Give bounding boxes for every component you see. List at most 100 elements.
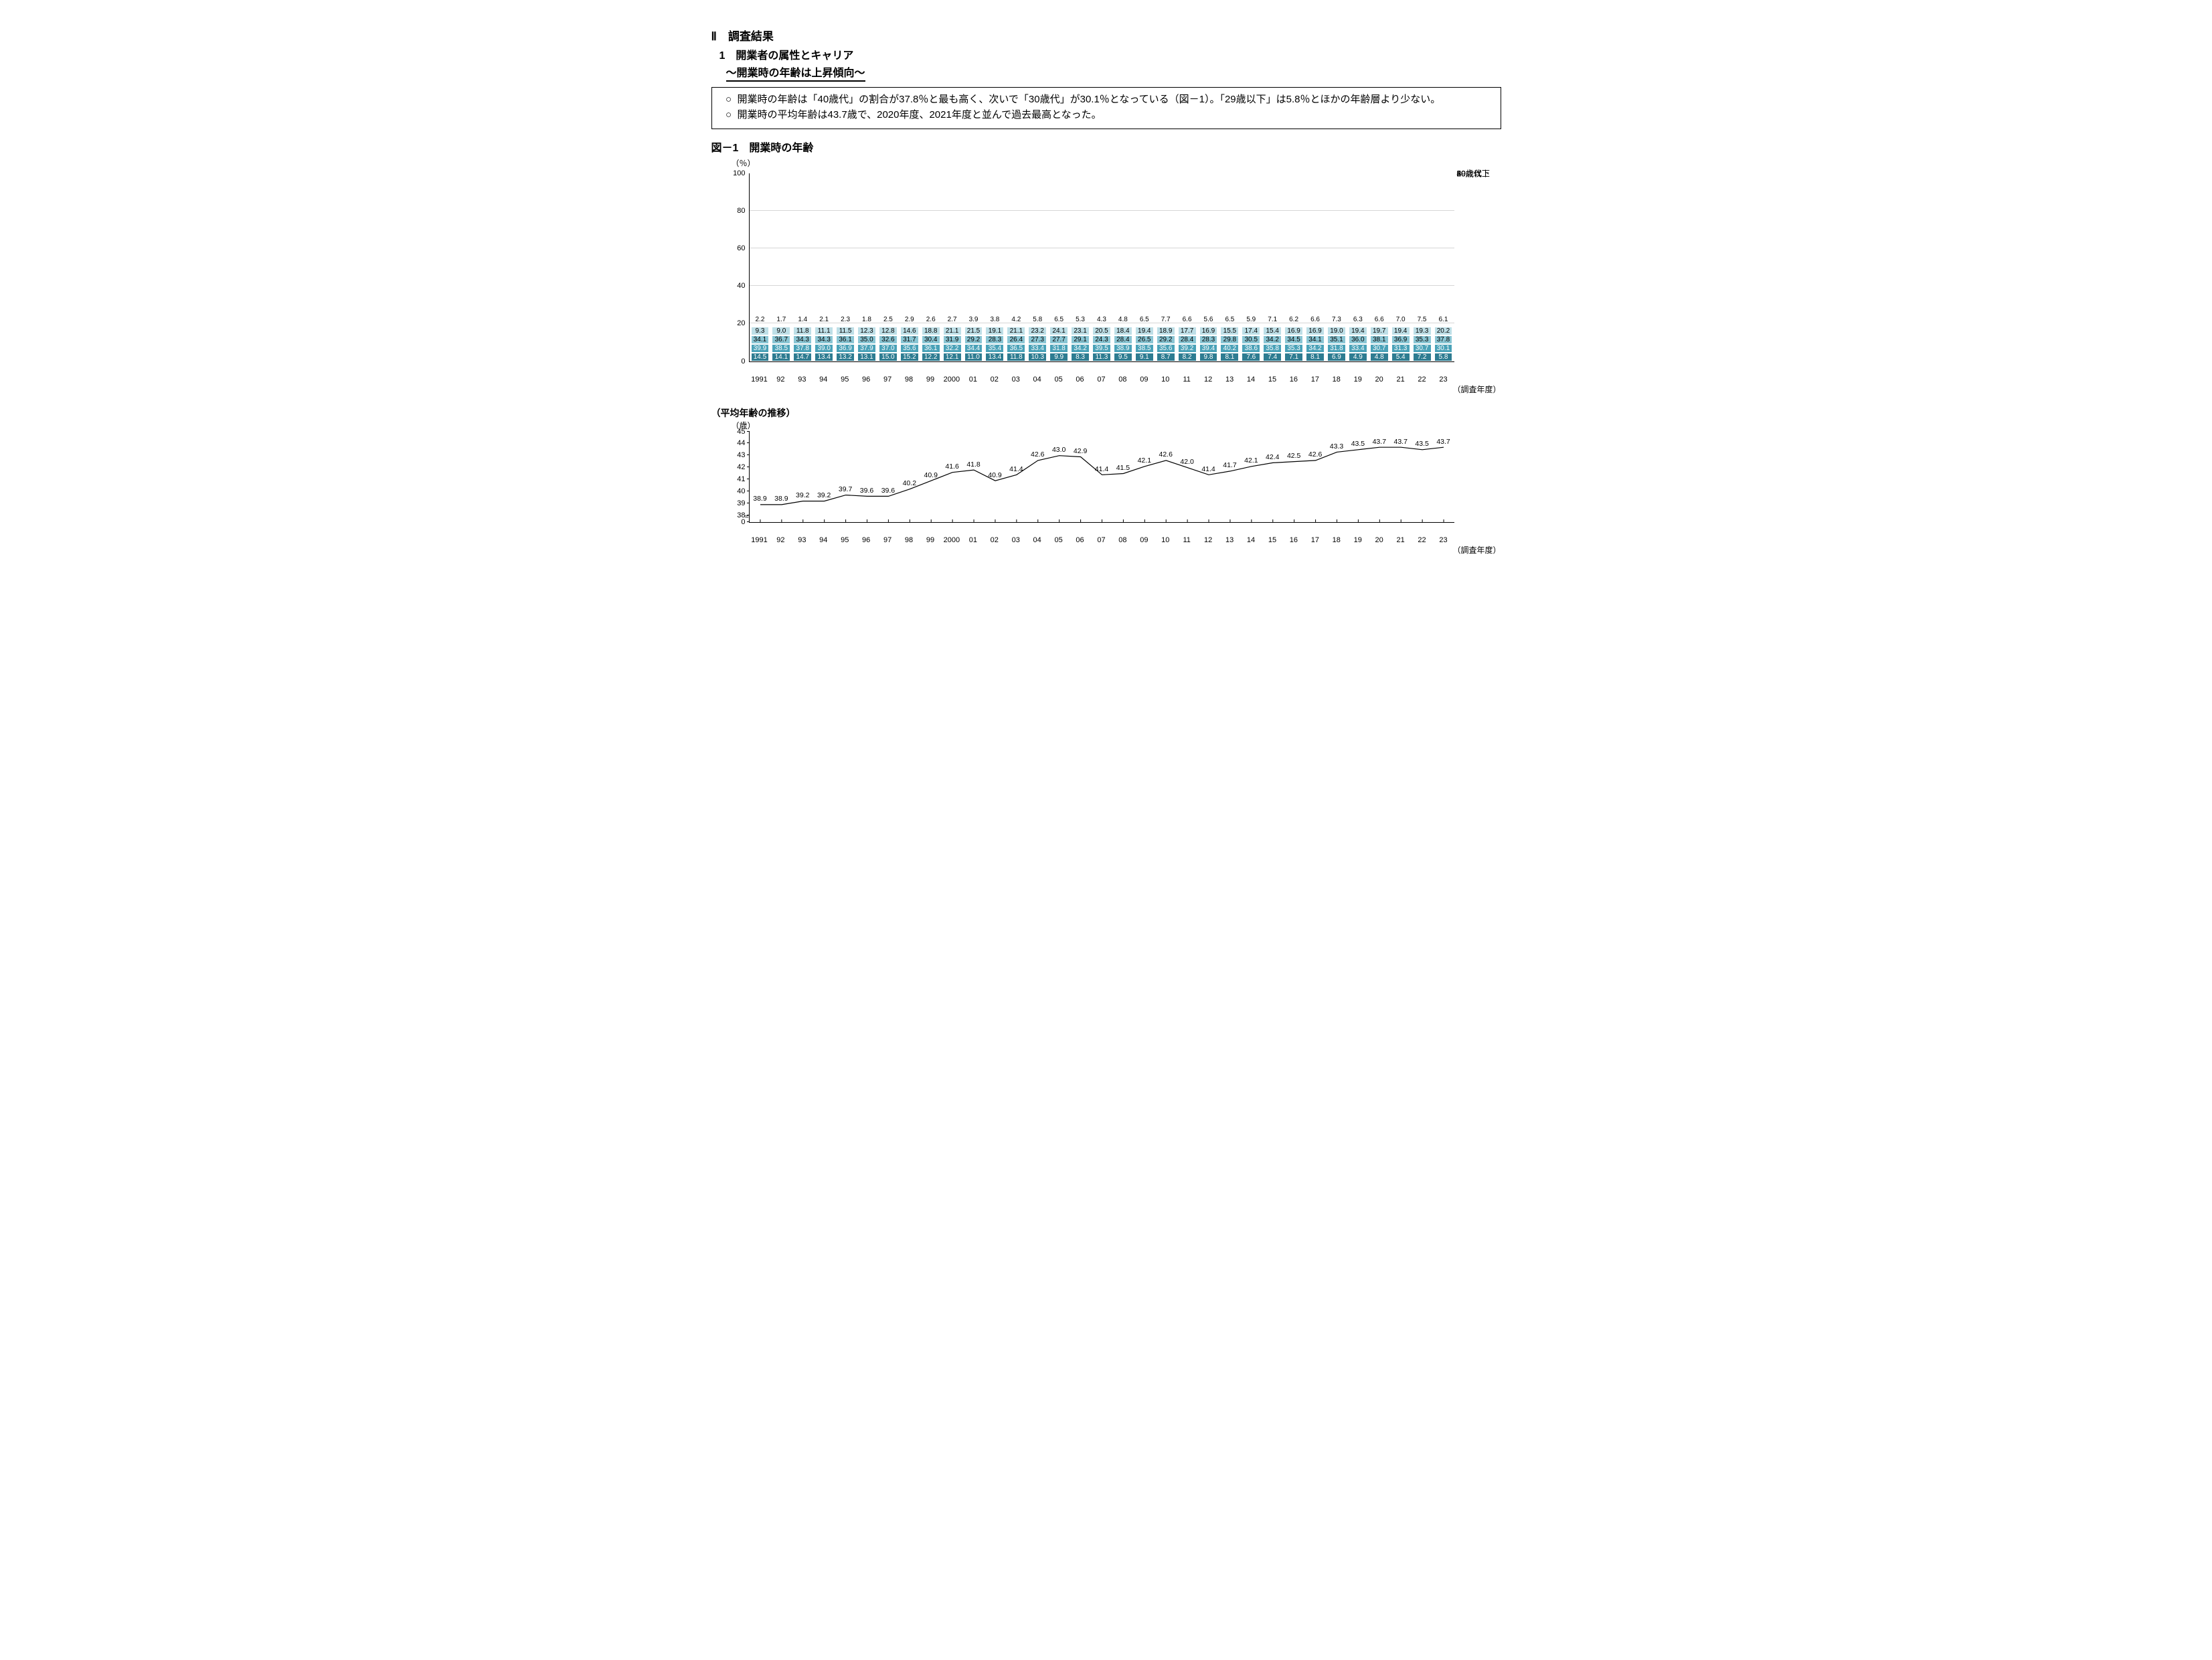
x-tick: 20 xyxy=(1369,376,1390,384)
y-tick: 40 xyxy=(737,282,749,290)
bar-segment: 36.9 xyxy=(1391,335,1410,344)
bar-value-label: 4.3 xyxy=(1092,316,1111,323)
bar-segment: 16.9 xyxy=(1199,327,1218,335)
bar-value-label: 7.7 xyxy=(1157,316,1175,323)
x-tick: 15 xyxy=(1262,376,1283,384)
y-tick: 40 xyxy=(737,487,749,495)
x-tick: 12 xyxy=(1197,536,1219,544)
bar-value-label: 6.2 xyxy=(1284,316,1303,323)
bar-segment: 23.2 xyxy=(1028,327,1047,335)
bar-value-label: 6.6 xyxy=(1306,316,1325,323)
x-tick: 98 xyxy=(898,376,920,384)
bar-segment xyxy=(900,325,919,327)
bar-value-label: 38.1 xyxy=(1373,336,1385,343)
bar-segment xyxy=(1434,325,1453,327)
bar-value-label: 11.3 xyxy=(1096,353,1108,361)
bar-segment: 36.0 xyxy=(1349,335,1367,344)
x-tick: 99 xyxy=(920,376,941,384)
bar-value-label: 2.2 xyxy=(751,316,770,323)
bar-segment: 37.9 xyxy=(857,344,876,353)
x-tick: 99 xyxy=(920,536,941,544)
subheading-2: ～開業時の年齢は上昇傾向～ xyxy=(726,64,865,82)
bar-segment xyxy=(1263,325,1282,327)
x-tick: 09 xyxy=(1133,376,1155,384)
bar-value-label: 38.6 xyxy=(1245,345,1258,352)
bar-value-label: 3.8 xyxy=(985,316,1004,323)
bar-segment: 39.5 xyxy=(1092,344,1111,353)
bar-segment: 11.8 xyxy=(793,327,812,335)
bar-value-label: 31.8 xyxy=(1052,345,1065,352)
bar-value-label: 13.4 xyxy=(817,353,830,361)
point-label: 41.4 xyxy=(1201,465,1215,473)
summary-line-2: 開業時の平均年齢は43.7歳で、2020年度、2021年度と並んで過去最高となっ… xyxy=(738,107,1102,122)
bar-segment: 18.4 xyxy=(1114,327,1132,335)
bar-segment: 19.4 xyxy=(1391,327,1410,335)
figure-title: 図－1 開業時の年齢 xyxy=(711,139,1501,155)
bar-segment xyxy=(879,325,898,327)
bar-column: 15.235.631.714.62.9 xyxy=(900,325,919,361)
bar-segment: 30.5 xyxy=(1242,335,1260,344)
bar-column: 14.138.536.79.01.7 xyxy=(772,325,790,361)
bar-segment: 20.2 xyxy=(1434,327,1453,335)
bar-column: 7.435.834.215.47.1 xyxy=(1263,325,1282,361)
bar-segment: 18.8 xyxy=(922,327,940,335)
bar-segment: 34.3 xyxy=(815,335,833,344)
bar-column: 13.435.428.319.13.8 xyxy=(985,325,1004,361)
bar-segment xyxy=(836,325,855,327)
bar-segment: 31.7 xyxy=(900,335,919,344)
bar-value-label: 2.6 xyxy=(922,316,940,323)
point-label: 42.6 xyxy=(1308,450,1322,459)
bar-column: 8.134.234.116.96.6 xyxy=(1306,325,1325,361)
y-tick: 20 xyxy=(737,319,749,327)
summary-line-1: 開業時の年齢は「40歳代」の割合が37.8％と最も高く、次いで「30歳代」が30… xyxy=(738,92,1441,107)
bar-segment: 35.6 xyxy=(900,344,919,353)
bar-segment xyxy=(1092,325,1111,327)
bar-segment xyxy=(943,325,962,327)
bar-value-label: 35.1 xyxy=(1330,336,1343,343)
x-tick: 06 xyxy=(1070,536,1091,544)
x-tick: 12 xyxy=(1197,376,1219,384)
bar-segment: 36.9 xyxy=(836,344,855,353)
bar-value-label: 24.3 xyxy=(1095,336,1108,343)
bar-segment: 36.1 xyxy=(922,344,940,353)
bar-value-label: 6.5 xyxy=(1135,316,1154,323)
bar-column: 9.538.928.418.44.8 xyxy=(1114,325,1132,361)
bar-value-label: 31.7 xyxy=(903,336,916,343)
bar-value-label: 34.2 xyxy=(1074,345,1086,352)
bar-segment: 15.5 xyxy=(1220,327,1239,335)
bar-segment: 38.1 xyxy=(1370,335,1389,344)
bar-segment xyxy=(1327,325,1346,327)
bar-segment xyxy=(922,325,940,327)
bar-segment: 14.6 xyxy=(900,327,919,335)
bar-segment: 26.5 xyxy=(1135,335,1154,344)
bar-segment: 34.1 xyxy=(1306,335,1325,344)
bar-segment: 31.8 xyxy=(1327,344,1346,353)
bar-segment: 14.1 xyxy=(772,353,790,361)
bar-value-label: 12.2 xyxy=(924,353,937,361)
bar-segment: 33.4 xyxy=(1028,344,1047,353)
bar-value-label: 35.3 xyxy=(1287,345,1300,352)
bar-value-label: 3.9 xyxy=(964,316,983,323)
bar-segment: 24.3 xyxy=(1092,335,1111,344)
bar-value-label: 23.2 xyxy=(1031,327,1044,335)
bar-column: 11.836.526.421.14.2 xyxy=(1007,325,1025,361)
bar-value-label: 30.5 xyxy=(1245,336,1258,343)
bar-value-label: 11.8 xyxy=(796,327,809,335)
x-tick: 18 xyxy=(1326,376,1347,384)
x-tick: 18 xyxy=(1326,536,1347,544)
bar-value-label: 26.5 xyxy=(1138,336,1151,343)
axis-break-icon: ≈ xyxy=(745,515,749,519)
bar-segment: 30.7 xyxy=(1413,344,1432,353)
bar-segment xyxy=(1028,325,1047,327)
bar-segment: 23.1 xyxy=(1071,327,1090,335)
bar-value-label: 28.4 xyxy=(1181,336,1193,343)
bar-value-label: 6.5 xyxy=(1049,316,1068,323)
bar-segment xyxy=(964,325,983,327)
subheading-1: 1 開業者の属性とキャリア xyxy=(719,46,1501,62)
bar-value-label: 6.9 xyxy=(1332,353,1341,361)
bar-value-label: 17.7 xyxy=(1181,327,1193,335)
x-tick: 94 xyxy=(813,376,834,384)
point-label: 43.7 xyxy=(1373,438,1386,446)
bar-value-label: 1.8 xyxy=(857,316,876,323)
x-tick: 15 xyxy=(1262,536,1283,544)
